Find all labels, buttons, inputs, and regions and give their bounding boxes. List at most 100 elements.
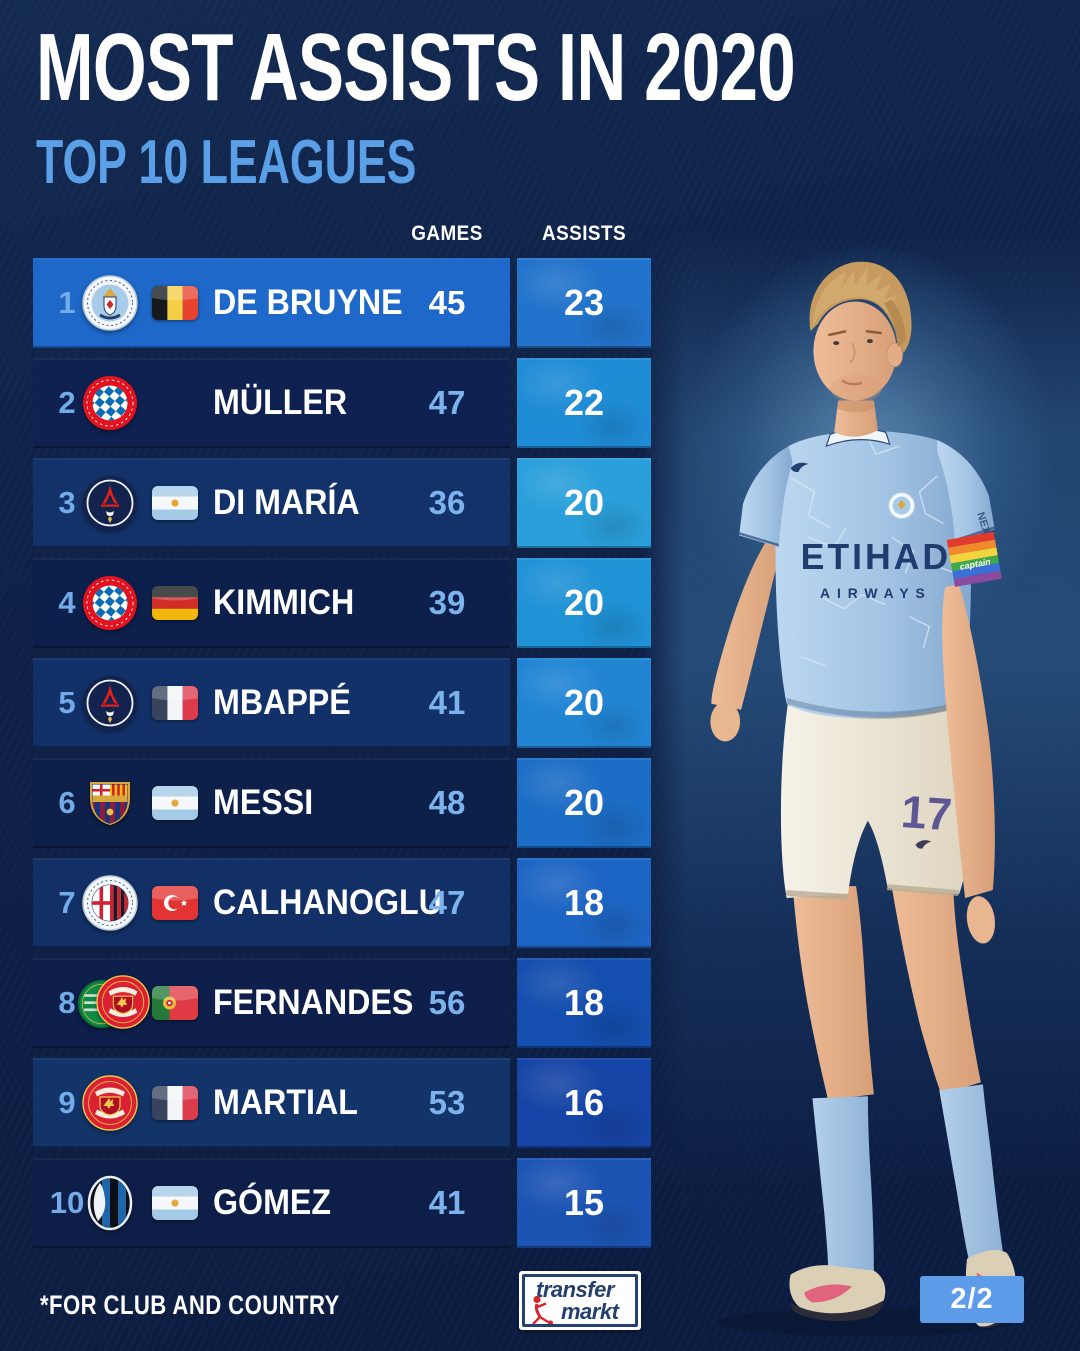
transfermarkt-figure-icon — [532, 1295, 554, 1324]
player-shorts: 17 — [780, 697, 971, 901]
argentina-flag-icon — [152, 1186, 198, 1220]
turkey-flag-icon — [152, 886, 198, 920]
bayern-munich-badge-icon — [82, 375, 138, 431]
assists-cell: 20 — [517, 658, 651, 748]
germany-flag-icon — [152, 586, 198, 620]
transfermarkt-logo: transfer markt — [519, 1271, 641, 1330]
assists-cell: 20 — [517, 758, 651, 848]
shirt-sponsor-text: ETIHAD — [801, 537, 952, 577]
table-row: 6 MESSI 48 20 — [33, 758, 651, 848]
atalanta-badge-icon — [82, 1175, 138, 1231]
player-head — [809, 261, 912, 437]
psg-badge-icon — [82, 675, 138, 731]
player-name: DE BRUYNE — [213, 283, 403, 322]
player-right-arm — [710, 537, 783, 742]
games-value: 47 — [428, 384, 466, 421]
fc-barcelona-badge-icon — [82, 775, 138, 831]
assists-cell: 20 — [517, 458, 651, 548]
france-flag-icon — [152, 686, 198, 720]
rank-number: 9 — [58, 1085, 76, 1120]
player-right-leg — [789, 886, 886, 1322]
rank-number: 6 — [58, 785, 76, 820]
assists-cell: 22 — [517, 358, 651, 448]
player-name: GÓMEZ — [213, 1183, 332, 1222]
player-name: FERNANDES — [213, 983, 414, 1022]
player-shirt: ETIHAD AIRWAYS NEXEN — [738, 428, 997, 718]
games-value: 45 — [428, 284, 466, 321]
shorts-number: 17 — [899, 786, 953, 840]
argentina-flag-icon — [152, 486, 198, 520]
page-title: MOST ASSISTS IN 2020 — [36, 14, 796, 121]
rank-number: 3 — [58, 485, 76, 520]
table-row: 5 MBAPPÉ 41 20 — [33, 658, 651, 748]
table-row: 10 GÓMEZ 41 15 — [33, 1158, 651, 1248]
table-row: 9 MARTIAL 53 16 — [33, 1058, 651, 1148]
assists-cell: 16 — [517, 1058, 651, 1148]
ac-milan-badge-icon — [82, 875, 138, 931]
puma-logo-shorts — [915, 840, 932, 849]
rainbow-captain-armband: captain — [946, 531, 1002, 587]
games-value: 53 — [428, 1084, 466, 1121]
table-row: 8 FERNANDES 56 18 — [33, 958, 651, 1048]
page-subtitle: TOP 10 LEAGUES — [36, 128, 417, 197]
logo-text-line1: transfer — [536, 1277, 614, 1302]
games-value: 48 — [428, 784, 466, 821]
puma-logo-shirt — [790, 462, 809, 473]
manchester-united-badge-icon — [82, 1075, 138, 1131]
assists-cell: 20 — [517, 558, 651, 648]
manchester-city-badge-icon — [82, 275, 138, 331]
shirt-sponsor-text-2: AIRWAYS — [820, 585, 932, 601]
rank-number: 2 — [58, 385, 76, 420]
psg-badge-icon — [82, 475, 138, 531]
belgium-flag-icon — [152, 286, 198, 320]
assists-cell: 15 — [517, 1158, 651, 1248]
player-left-leg — [889, 874, 1016, 1328]
page-indicator-text: 2/2 — [950, 1283, 994, 1315]
rank-number: 5 — [58, 685, 76, 720]
rank-number: 10 — [49, 1185, 85, 1220]
assists-cell: 18 — [517, 958, 651, 1048]
table-row: 7 CALHANOGLU 47 18 — [33, 858, 651, 948]
games-value: 47 — [428, 884, 466, 921]
rank-number: 1 — [58, 285, 76, 320]
assists-cell: 18 — [517, 858, 651, 948]
player-name: MÜLLER — [213, 383, 348, 422]
argentina-flag-icon — [152, 786, 198, 820]
shirt-crack-pattern — [790, 433, 960, 667]
shirt-right-sleeve — [937, 440, 995, 542]
assists-table: 1 DE BRUYNE 45 23 2 MÜLLER 47 — [33, 258, 651, 1258]
france-flag-icon — [152, 1086, 198, 1120]
table-row: 1 DE BRUYNE 45 23 — [33, 258, 651, 348]
player-name: MARTIAL — [213, 1083, 358, 1122]
table-row: 3 DI MARÍA 36 20 — [33, 458, 651, 548]
table-row: 4 KIMMICH 39 20 — [33, 558, 651, 648]
player-name: MBAPPÉ — [213, 683, 351, 722]
column-header-assists: ASSISTS — [541, 222, 627, 245]
player-left-arm: captain — [942, 531, 1002, 944]
assists-cell: 23 — [517, 258, 651, 348]
player-name: KIMMICH — [213, 583, 355, 622]
table-row: 2 MÜLLER 47 22 — [33, 358, 651, 448]
portugal-flag-icon — [152, 986, 198, 1020]
player-name: MESSI — [213, 783, 314, 822]
games-value: 36 — [428, 484, 466, 521]
games-value: 41 — [428, 1184, 466, 1221]
bayern-munich-badge-icon — [82, 575, 138, 631]
rank-number: 8 — [58, 985, 76, 1020]
manchester-united-badge-icon — [96, 975, 150, 1029]
shirt-left-sleeve — [739, 446, 793, 548]
rank-number: 7 — [58, 885, 76, 920]
footnote: *FOR CLUB AND COUNTRY — [40, 1290, 340, 1320]
logo-text-line2: markt — [561, 1299, 619, 1324]
player-photo-panel: 17 ETIHAD AIRWAYS — [640, 230, 1080, 1351]
column-header-games: GAMES — [411, 222, 483, 245]
player-name: CALHANOGLU — [213, 883, 442, 922]
games-value: 41 — [428, 684, 466, 721]
games-value: 39 — [428, 584, 466, 621]
player-name: DI MARÍA — [213, 483, 360, 522]
games-value: 56 — [428, 984, 466, 1021]
rank-number: 4 — [58, 585, 76, 620]
player-photo-kevin-de-bruyne: 17 ETIHAD AIRWAYS — [710, 261, 1016, 1337]
page-indicator-badge: 2/2 — [920, 1276, 1024, 1323]
